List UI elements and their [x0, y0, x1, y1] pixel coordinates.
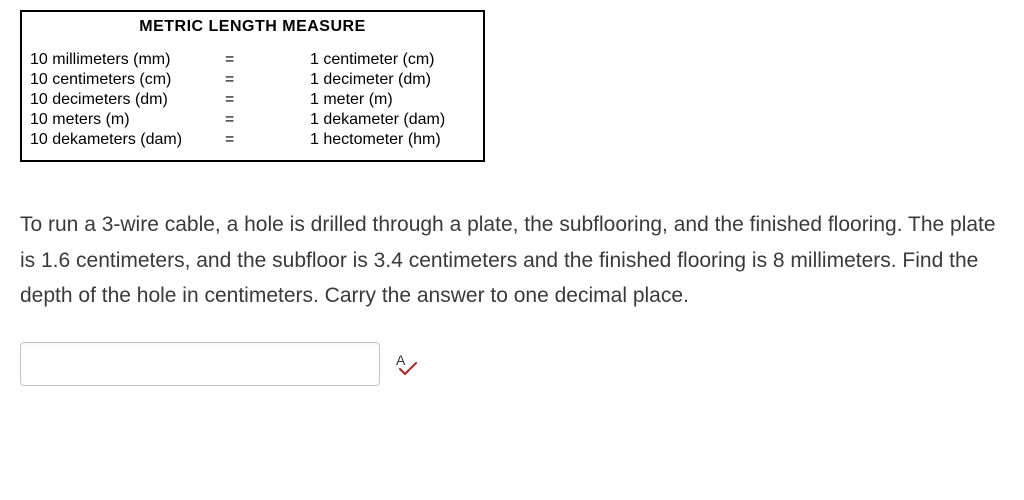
conversion-left: 10 meters (m): [30, 110, 225, 130]
equals-sign: =: [225, 130, 310, 150]
spellcheck-icon[interactable]: A: [394, 352, 418, 376]
conversion-right: 1 meter (m): [310, 90, 445, 110]
conversion-left: 10 dekameters (dam): [30, 130, 225, 150]
equals-sign: =: [225, 90, 310, 110]
table-row: 10 millimeters (mm) = 1 centimeter (cm): [30, 50, 445, 70]
conversion-left: 10 centimeters (cm): [30, 70, 225, 90]
table-row: 10 decimeters (dm) = 1 meter (m): [30, 90, 445, 110]
metric-box-title: METRIC LENGTH MEASURE: [30, 18, 475, 36]
equals-sign: =: [225, 50, 310, 70]
table-row: 10 dekameters (dam) = 1 hectometer (hm): [30, 130, 445, 150]
equals-sign: =: [225, 110, 310, 130]
conversion-left: 10 decimeters (dm): [30, 90, 225, 110]
equals-sign: =: [225, 70, 310, 90]
conversion-right: 1 dekameter (dam): [310, 110, 445, 130]
answer-input[interactable]: [20, 342, 380, 386]
conversion-right: 1 centimeter (cm): [310, 50, 445, 70]
conversion-right: 1 decimeter (dm): [310, 70, 445, 90]
conversion-left: 10 millimeters (mm): [30, 50, 225, 70]
answer-row: A: [20, 342, 1004, 386]
table-row: 10 meters (m) = 1 dekameter (dam): [30, 110, 445, 130]
metric-length-box: METRIC LENGTH MEASURE 10 millimeters (mm…: [20, 10, 485, 162]
table-row: 10 centimeters (cm) = 1 decimeter (dm): [30, 70, 445, 90]
svg-text:A: A: [396, 352, 406, 368]
conversion-right: 1 hectometer (hm): [310, 130, 445, 150]
metric-conversion-table: 10 millimeters (mm) = 1 centimeter (cm) …: [30, 50, 445, 150]
question-text: To run a 3-wire cable, a hole is drilled…: [20, 207, 1004, 314]
